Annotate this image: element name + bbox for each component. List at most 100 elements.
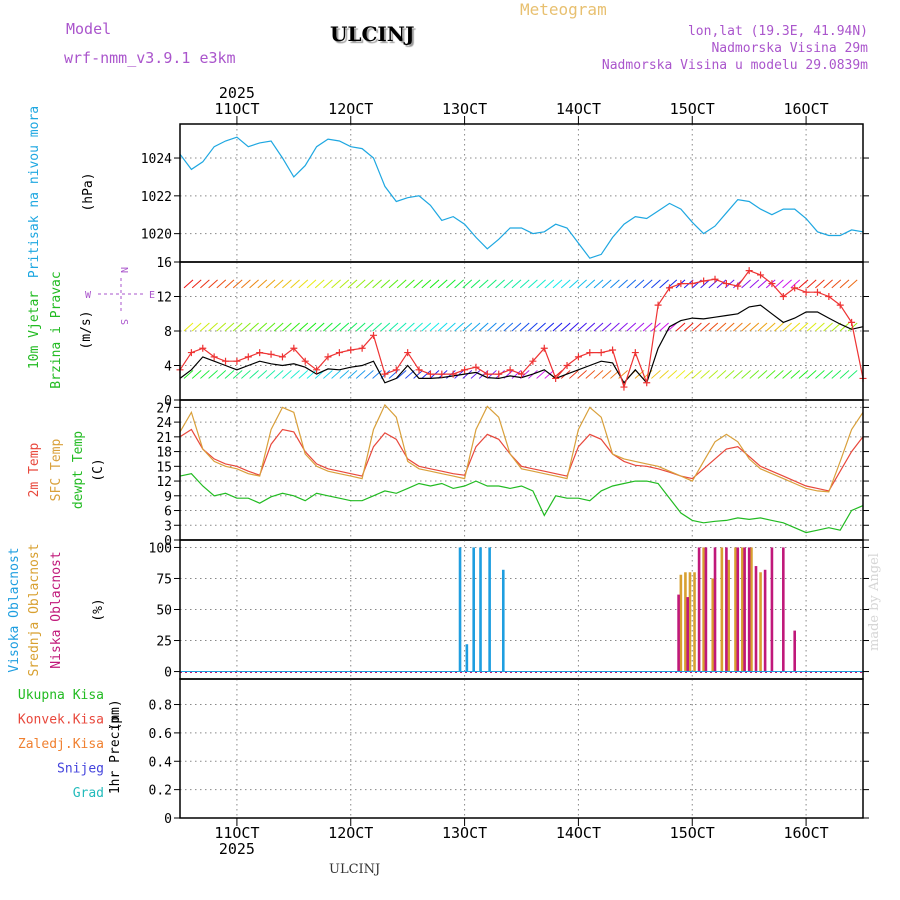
gust-marker <box>745 267 753 275</box>
cloud-bar-low_cloud <box>736 547 740 672</box>
wind-barb <box>265 322 276 332</box>
wind-barb <box>675 322 686 332</box>
wind-barb <box>257 279 268 289</box>
wind-barb <box>798 279 809 289</box>
wind-barb <box>528 279 538 289</box>
y-tick-label: 4 <box>164 360 172 375</box>
y-tick-label: 75 <box>156 572 172 587</box>
wind-barb <box>659 370 669 379</box>
wind-barb <box>232 279 243 289</box>
cloud-bar-mid_cloud <box>702 547 705 672</box>
wind-barb <box>355 279 366 289</box>
y-axis-unit: (m/s) <box>79 310 94 349</box>
y-tick-label: 18 <box>156 446 172 461</box>
x-tick-label-top: 14OCT <box>556 100 601 118</box>
y-tick-label: 1020 <box>141 228 172 243</box>
wind-barb <box>364 370 374 379</box>
gust-marker <box>677 280 685 288</box>
lonlat-label: lon,lat (19.3E, 41.94N) <box>687 24 868 39</box>
wind-barb <box>716 370 727 379</box>
wind-barb <box>774 322 784 332</box>
series-line-dewpoint <box>179 473 864 534</box>
wind-barb <box>314 322 325 332</box>
wind-barb <box>470 322 481 332</box>
x-tick-label-top: 16OCT <box>784 100 829 118</box>
model-elevation-label: Nadmorska Visina u modelu 29.0839m <box>601 58 868 73</box>
compass-north: N <box>118 267 129 273</box>
wind-barb <box>577 322 587 332</box>
wind-barb <box>405 279 415 289</box>
wind-barb <box>659 279 669 289</box>
cloud-bar-low_cloud <box>754 566 758 672</box>
wind-barb <box>790 322 801 332</box>
wind-barb <box>421 279 432 289</box>
wind-barb <box>183 279 194 289</box>
wind-barb <box>314 279 325 289</box>
wind-barb <box>593 279 604 289</box>
gust-marker <box>199 344 207 352</box>
gust-marker <box>461 366 469 374</box>
wind-barb <box>519 322 530 332</box>
x-tick-label-top: 13OCT <box>442 100 487 118</box>
cloud-bar-low_cloud <box>713 547 717 672</box>
wind-barb <box>232 322 243 332</box>
wind-barb <box>470 370 481 379</box>
wind-barb <box>536 279 546 289</box>
wind-barb <box>790 279 801 289</box>
wind-barb <box>544 279 555 289</box>
wind-barb <box>232 370 243 379</box>
cloud-bar-mid_cloud <box>688 572 692 672</box>
gust-marker <box>552 374 560 382</box>
wind-barb <box>495 322 505 332</box>
footer-station: ULCINJ <box>329 862 381 877</box>
wind-barb <box>331 322 341 332</box>
gust-marker <box>290 344 298 352</box>
wind-barb <box>634 322 645 332</box>
x-tick-label-bottom: 16OCT <box>784 824 829 842</box>
wind-barb <box>503 322 514 332</box>
wind-barb <box>200 370 210 379</box>
gust-marker <box>244 353 252 361</box>
wind-barb <box>241 322 251 332</box>
gust-marker <box>722 280 730 288</box>
wind-barb <box>823 370 833 379</box>
gust-marker <box>222 357 230 365</box>
wind-barb <box>593 322 604 332</box>
wind-barb <box>716 322 727 332</box>
wind-barb <box>224 279 235 289</box>
series-line-sfc_temp <box>179 403 864 493</box>
wind-barb <box>331 370 341 379</box>
y-tick-label: 0.6 <box>149 727 172 742</box>
y-tick-label: 1022 <box>141 190 172 205</box>
wind-barb <box>757 370 768 379</box>
cloud-bar-low_cloud <box>793 630 796 672</box>
precip-legend-item: Ukupna Kisa <box>18 688 104 703</box>
cloud-bar-low_cloud <box>782 547 785 672</box>
station-title: ULCINJ <box>330 22 415 46</box>
wind-barb <box>478 322 489 332</box>
wind-barb <box>831 322 842 332</box>
y-axis-label: dewpt Temp <box>71 431 86 509</box>
wind-barb <box>692 322 702 332</box>
gust-marker <box>449 370 457 378</box>
gust-marker <box>791 284 799 292</box>
meteogram-title: Meteogram <box>520 0 607 19</box>
wind-barb <box>560 322 571 332</box>
wind-barb <box>847 370 858 379</box>
wind-barb <box>429 279 440 289</box>
wind-barb <box>216 279 227 289</box>
wind-barb <box>462 370 473 379</box>
wind-barb <box>364 279 374 289</box>
wind-barb <box>782 370 792 379</box>
wind-barb <box>757 279 768 289</box>
gust-marker <box>392 366 400 374</box>
cloud-bar-high_cloud <box>479 547 482 672</box>
wind-barb <box>388 322 399 332</box>
wind-barb <box>208 370 218 379</box>
wind-barb <box>282 322 292 332</box>
y-tick-label: 16 <box>156 256 172 271</box>
wind-barb <box>831 370 842 379</box>
y-axis-label: Pritisak na nivou mora <box>27 106 42 278</box>
wind-barb <box>626 279 637 289</box>
